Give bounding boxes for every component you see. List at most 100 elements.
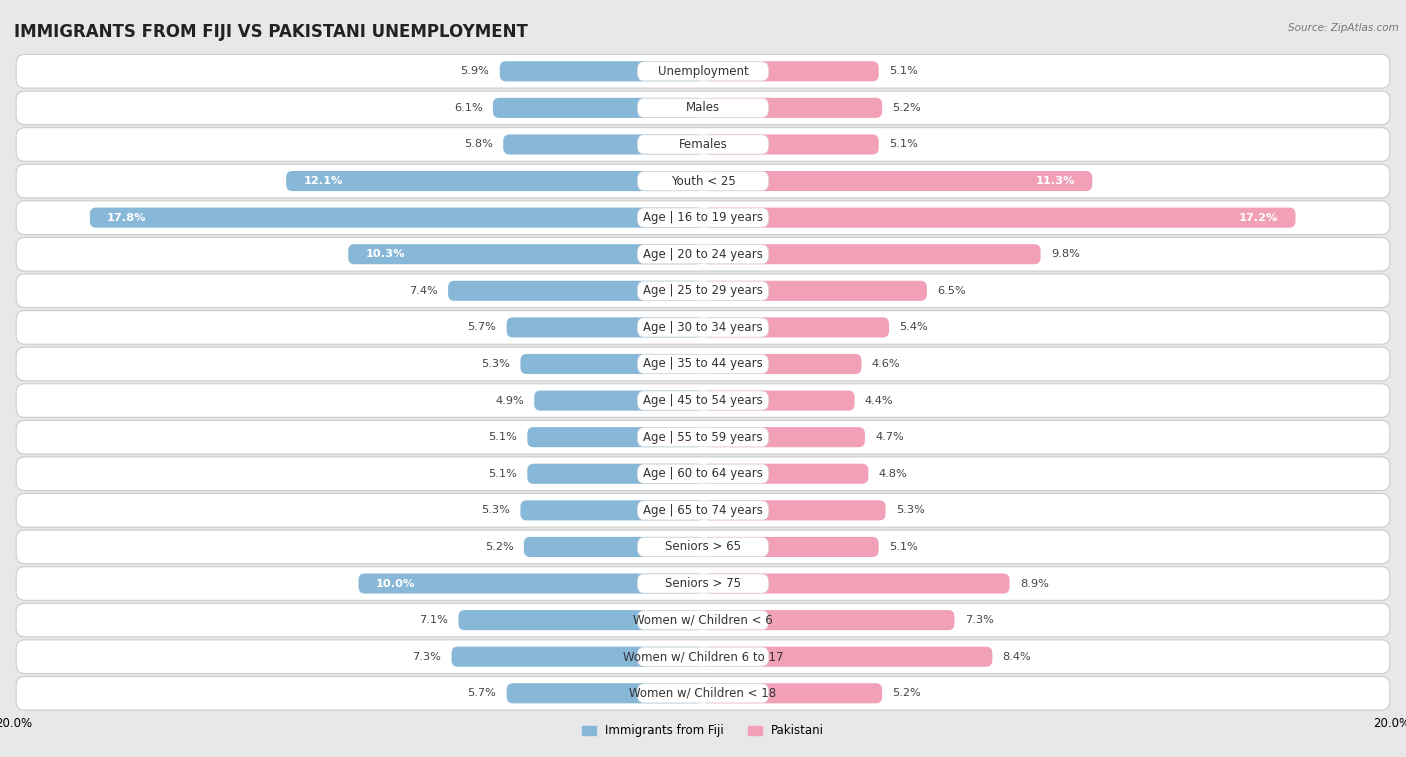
FancyBboxPatch shape	[15, 201, 1391, 235]
Text: Seniors > 65: Seniors > 65	[665, 540, 741, 553]
Text: 5.3%: 5.3%	[481, 359, 510, 369]
Text: 8.4%: 8.4%	[1002, 652, 1032, 662]
Text: 7.4%: 7.4%	[409, 286, 437, 296]
Text: 8.9%: 8.9%	[1019, 578, 1049, 588]
Text: 4.4%: 4.4%	[865, 396, 894, 406]
FancyBboxPatch shape	[637, 537, 769, 556]
Text: Age | 16 to 19 years: Age | 16 to 19 years	[643, 211, 763, 224]
FancyBboxPatch shape	[637, 135, 769, 154]
FancyBboxPatch shape	[637, 318, 769, 337]
Text: Unemployment: Unemployment	[658, 65, 748, 78]
Text: 5.7%: 5.7%	[467, 322, 496, 332]
Text: 17.8%: 17.8%	[107, 213, 146, 223]
FancyBboxPatch shape	[15, 91, 1391, 125]
Text: 5.1%: 5.1%	[488, 432, 517, 442]
FancyBboxPatch shape	[90, 207, 703, 228]
Text: 9.8%: 9.8%	[1050, 249, 1080, 259]
Text: Seniors > 75: Seniors > 75	[665, 577, 741, 590]
Text: Women w/ Children 6 to 17: Women w/ Children 6 to 17	[623, 650, 783, 663]
FancyBboxPatch shape	[15, 55, 1391, 88]
Text: 5.1%: 5.1%	[889, 139, 918, 149]
FancyBboxPatch shape	[703, 207, 1295, 228]
FancyBboxPatch shape	[15, 494, 1391, 527]
FancyBboxPatch shape	[703, 281, 927, 301]
Text: 17.2%: 17.2%	[1239, 213, 1278, 223]
FancyBboxPatch shape	[637, 172, 769, 191]
FancyBboxPatch shape	[15, 347, 1391, 381]
FancyBboxPatch shape	[503, 135, 703, 154]
FancyBboxPatch shape	[703, 391, 855, 410]
Text: Age | 20 to 24 years: Age | 20 to 24 years	[643, 248, 763, 260]
FancyBboxPatch shape	[637, 282, 769, 301]
FancyBboxPatch shape	[15, 603, 1391, 637]
FancyBboxPatch shape	[703, 610, 955, 630]
Text: 7.3%: 7.3%	[965, 615, 994, 625]
FancyBboxPatch shape	[637, 574, 769, 593]
FancyBboxPatch shape	[359, 574, 703, 593]
Text: 5.8%: 5.8%	[464, 139, 494, 149]
FancyBboxPatch shape	[703, 61, 879, 81]
FancyBboxPatch shape	[703, 171, 1092, 191]
FancyBboxPatch shape	[703, 574, 1010, 593]
FancyBboxPatch shape	[15, 567, 1391, 600]
Text: 5.1%: 5.1%	[889, 67, 918, 76]
Text: Age | 35 to 44 years: Age | 35 to 44 years	[643, 357, 763, 370]
FancyBboxPatch shape	[527, 427, 703, 447]
FancyBboxPatch shape	[520, 354, 703, 374]
FancyBboxPatch shape	[15, 457, 1391, 491]
Text: 4.9%: 4.9%	[495, 396, 524, 406]
Text: 6.1%: 6.1%	[454, 103, 482, 113]
Text: Women w/ Children < 18: Women w/ Children < 18	[630, 687, 776, 699]
FancyBboxPatch shape	[494, 98, 703, 118]
FancyBboxPatch shape	[520, 500, 703, 520]
Text: 5.4%: 5.4%	[900, 322, 928, 332]
Text: 11.3%: 11.3%	[1036, 176, 1076, 186]
Text: 4.7%: 4.7%	[875, 432, 904, 442]
Text: Age | 65 to 74 years: Age | 65 to 74 years	[643, 504, 763, 517]
Text: 5.1%: 5.1%	[488, 469, 517, 478]
FancyBboxPatch shape	[703, 317, 889, 338]
FancyBboxPatch shape	[15, 164, 1391, 198]
Text: Females: Females	[679, 138, 727, 151]
Text: Age | 30 to 34 years: Age | 30 to 34 years	[643, 321, 763, 334]
FancyBboxPatch shape	[506, 317, 703, 338]
Legend: Immigrants from Fiji, Pakistani: Immigrants from Fiji, Pakistani	[576, 719, 830, 742]
FancyBboxPatch shape	[349, 245, 703, 264]
FancyBboxPatch shape	[703, 537, 879, 557]
Text: 7.1%: 7.1%	[419, 615, 449, 625]
Text: Age | 60 to 64 years: Age | 60 to 64 years	[643, 467, 763, 480]
Text: 5.2%: 5.2%	[893, 103, 921, 113]
Text: 5.7%: 5.7%	[467, 688, 496, 698]
FancyBboxPatch shape	[703, 684, 882, 703]
Text: 6.5%: 6.5%	[938, 286, 966, 296]
FancyBboxPatch shape	[637, 501, 769, 520]
FancyBboxPatch shape	[451, 646, 703, 667]
Text: 5.2%: 5.2%	[893, 688, 921, 698]
Text: 4.6%: 4.6%	[872, 359, 900, 369]
Text: 7.3%: 7.3%	[412, 652, 441, 662]
Text: 4.8%: 4.8%	[879, 469, 907, 478]
FancyBboxPatch shape	[637, 245, 769, 263]
Text: 10.3%: 10.3%	[366, 249, 405, 259]
FancyBboxPatch shape	[15, 128, 1391, 161]
Text: 5.3%: 5.3%	[481, 506, 510, 516]
FancyBboxPatch shape	[637, 684, 769, 702]
FancyBboxPatch shape	[527, 464, 703, 484]
FancyBboxPatch shape	[534, 391, 703, 410]
Text: 5.9%: 5.9%	[461, 67, 489, 76]
FancyBboxPatch shape	[637, 62, 769, 81]
FancyBboxPatch shape	[15, 677, 1391, 710]
Text: IMMIGRANTS FROM FIJI VS PAKISTANI UNEMPLOYMENT: IMMIGRANTS FROM FIJI VS PAKISTANI UNEMPL…	[14, 23, 527, 41]
FancyBboxPatch shape	[703, 646, 993, 667]
FancyBboxPatch shape	[15, 420, 1391, 454]
FancyBboxPatch shape	[15, 530, 1391, 564]
FancyBboxPatch shape	[637, 464, 769, 483]
FancyBboxPatch shape	[458, 610, 703, 630]
FancyBboxPatch shape	[15, 274, 1391, 307]
FancyBboxPatch shape	[15, 384, 1391, 417]
Text: 10.0%: 10.0%	[375, 578, 415, 588]
FancyBboxPatch shape	[637, 98, 769, 117]
Text: 5.2%: 5.2%	[485, 542, 513, 552]
Text: Males: Males	[686, 101, 720, 114]
FancyBboxPatch shape	[637, 611, 769, 630]
